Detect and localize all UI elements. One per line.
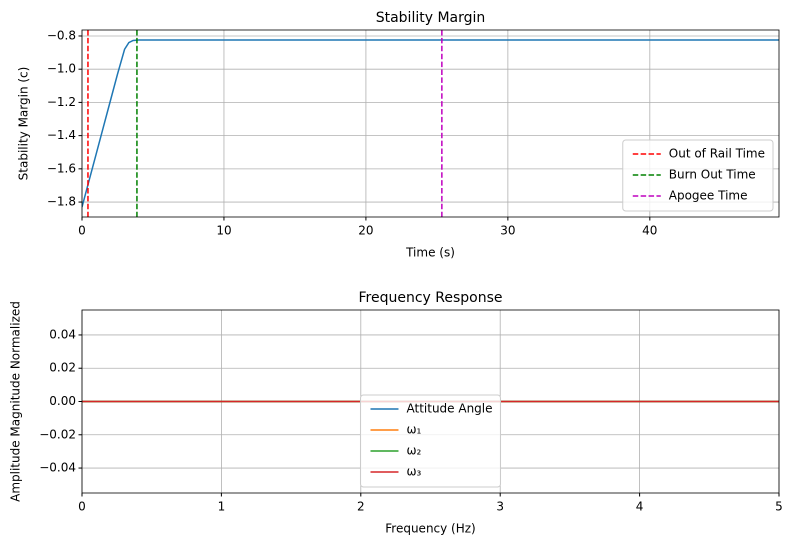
legend-label: ω₁ [406,423,421,437]
legend-frame [359,394,502,488]
data-line [82,39,779,208]
y-tick-label: −0.04 [39,461,76,475]
x-axis-label: Time (s) [405,246,455,260]
y-axis-label: Stability Margin (c) [17,67,31,181]
legend-label: Burn Out Time [669,168,756,182]
x-tick-label: 4 [636,500,644,514]
y-tick-label: −1.2 [47,95,76,109]
x-tick-label: 1 [218,500,226,514]
y-tick-label: −0.02 [39,427,76,441]
legend-label: ω₃ [406,465,421,479]
y-tick-label: 0.02 [49,361,76,375]
legend-label: Attitude Angle [406,402,492,416]
chart-title: Stability Margin [376,10,486,26]
x-tick-label: 30 [500,224,515,238]
x-tick-label: 5 [775,500,783,514]
x-tick-label: 20 [358,224,373,238]
y-tick-label: −0.8 [47,28,76,42]
y-tick-label: −1.4 [47,128,76,142]
legend-frame [622,139,774,212]
y-tick-label: −1.0 [47,62,76,76]
y-tick-label: −1.8 [47,195,76,209]
legend: Attitude Angle ω₁ ω₂ ω₃ [359,394,502,488]
subplot: 0 10 20 30 40 −0.8 −1.0 −1.2 −1.4 −1.6 −1.8 Stabili… [17,10,780,260]
legend-label: ω₂ [406,444,421,458]
chart-title: Frequency Response [358,290,502,306]
y-tick-label: −1.6 [47,161,76,175]
legend-label: Apogee Time [669,189,748,203]
x-tick-label: 10 [216,224,231,238]
legend: Out of Rail Time Burn Out Time Apogee Time [622,139,774,212]
y-tick-label: 0.00 [49,394,76,408]
x-axis-label: Frequency (Hz) [385,522,476,536]
y-axis-label: Amplitude Magnitude Normalized [9,301,23,502]
legend-label: Out of Rail Time [669,147,765,161]
x-tick-label: 3 [496,500,504,514]
x-tick-label: 0 [78,224,86,238]
y-tick-label: 0.04 [49,327,76,341]
axes-frame [81,309,780,494]
x-tick-label: 40 [642,224,657,238]
subplot: 0 1 2 3 4 5 0.04 0.02 0.00 −0.02 −0.04 Frequency Re… [9,290,783,536]
x-tick-label: 2 [357,500,365,514]
x-tick-label: 0 [78,500,86,514]
axes-frame [81,29,780,218]
